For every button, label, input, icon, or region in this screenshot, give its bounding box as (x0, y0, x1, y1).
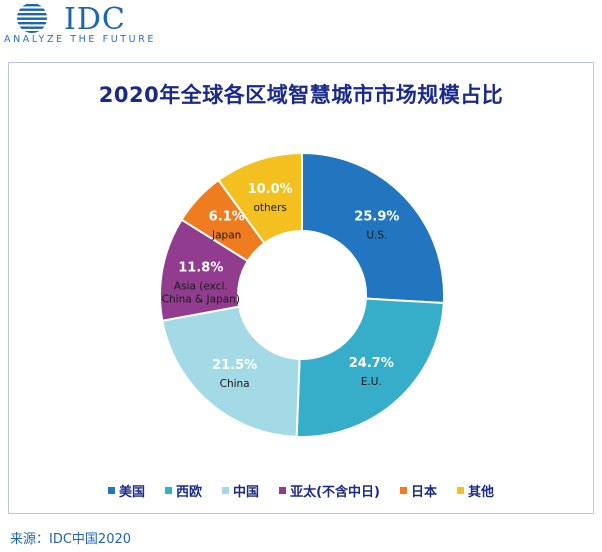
slice-value-label: 10.0% (248, 182, 293, 197)
slice-value-label: 21.5% (212, 358, 257, 373)
slice-value-label: 6.1% (209, 210, 245, 225)
donut-chart: 25.9% U.S. 24.7% E.U. 21.5% China 11.8% Asia (e… (159, 151, 445, 438)
slice-value-label: 11.8% (178, 261, 223, 276)
legend-swatch (165, 487, 173, 494)
legend-item: 亚太(不含中日) (279, 481, 380, 500)
slice-category-label: others (253, 202, 286, 214)
legend-swatch (456, 487, 464, 494)
slice-value-label: 24.7% (349, 356, 394, 371)
legend-swatch (279, 487, 287, 494)
legend-item: 其他 (456, 481, 494, 500)
source-note: 来源：IDC中国2020 (10, 532, 132, 547)
donut-slice (295, 297, 445, 438)
legend-item: 美国 (108, 481, 145, 500)
legend-swatch (222, 487, 230, 494)
legend-label: 其他 (467, 485, 494, 500)
chart-panel: 2020年全球各区域智慧城市市场规模占比 25.9% U.S. 24.7% E.U. 2… (8, 62, 594, 514)
donut-slice (161, 305, 301, 438)
legend-label: 亚太(不含中日) (290, 485, 380, 500)
legend-label: 美国 (119, 485, 146, 500)
legend-item: 西欧 (165, 481, 202, 500)
globe-icon (17, 4, 47, 33)
legend-label: 日本 (410, 485, 437, 500)
legend-swatch (108, 487, 116, 494)
chart-title: 2020年全球各区域智慧城市市场规模占比 (98, 83, 504, 107)
slice-category-label: Asia (excl. (174, 281, 228, 293)
donut-slice (217, 151, 303, 245)
legend-label: 中国 (233, 485, 260, 500)
slice-category-label: Japan (211, 230, 241, 242)
brand-tagline: ANALYZE THE FUTURE (4, 34, 157, 45)
slice-category-label: China & Japan) (162, 294, 240, 306)
legend-label: 西欧 (176, 485, 203, 500)
chart-legend: 美国 西欧 中国 亚太(不含中日) 日本 其他 (9, 481, 593, 500)
brand-name: IDC (64, 2, 126, 37)
idc-logo: IDC ANALYZE THE FUTURE (0, 0, 160, 48)
slice-category-label: U.S. (366, 229, 387, 241)
slice-category-label: E.U. (361, 376, 382, 388)
slice-category-label: China (220, 378, 250, 390)
legend-item: 中国 (222, 481, 259, 500)
legend-swatch (399, 487, 407, 494)
slice-value-label: 25.9% (354, 209, 399, 224)
donut-slice (301, 151, 445, 305)
legend-item: 日本 (399, 481, 437, 500)
